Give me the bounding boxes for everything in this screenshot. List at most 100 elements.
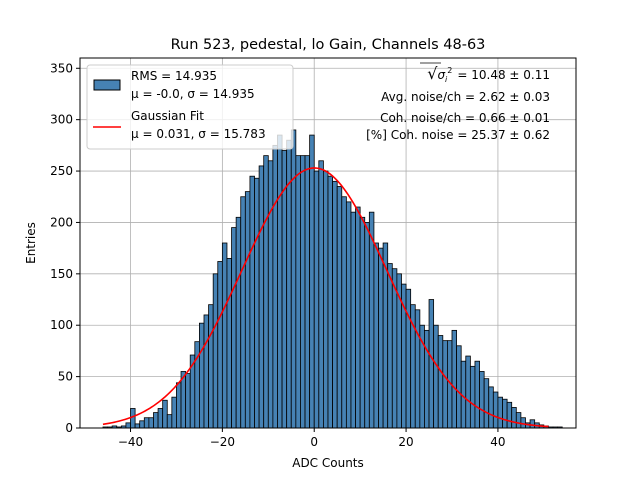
histogram-bar — [359, 216, 366, 429]
histogram-bar — [414, 309, 421, 429]
histogram-bar — [217, 261, 223, 429]
histogram-bar — [258, 165, 265, 429]
histogram-bar — [249, 175, 255, 429]
histogram-bar — [300, 155, 306, 429]
histogram-bar — [497, 396, 503, 429]
legend-bar-swatch — [93, 79, 121, 91]
x-axis-label: ADC Counts — [292, 456, 364, 470]
y-tick-label: 0 — [65, 421, 73, 435]
histogram-bar — [336, 186, 343, 429]
histogram-bar — [277, 134, 283, 429]
histogram-bar — [226, 258, 232, 429]
y-tick-label: 50 — [58, 370, 73, 384]
legend: RMS = 14.935 μ = -0.0, σ = 14.935 Gaussi… — [86, 64, 294, 150]
histogram-bar — [208, 304, 214, 429]
histogram-bar — [304, 155, 311, 429]
histogram-bar — [437, 335, 444, 429]
histogram-bar — [125, 422, 131, 429]
legend-histogram-stats: μ = -0.0, σ = 14.935 — [131, 87, 255, 101]
y-tick-label: 350 — [50, 61, 73, 75]
histogram-bar — [309, 134, 315, 429]
histogram-bar — [221, 242, 228, 429]
histogram-bar — [272, 144, 278, 429]
y-axis-ticks: 0 50 100 150 200 250 300 350 — [50, 61, 80, 435]
y-tick-label: 250 — [50, 164, 73, 178]
histogram-bar — [474, 360, 480, 429]
x-axis-ticks: −40 −20 0 20 40 — [118, 428, 506, 449]
histogram-bar — [492, 391, 499, 429]
histogram-bar — [451, 329, 457, 429]
histogram-bar — [345, 201, 352, 429]
histogram-bar — [254, 177, 260, 429]
histogram-bar — [327, 175, 333, 429]
histogram-bar — [355, 206, 361, 429]
y-tick-label: 150 — [50, 267, 73, 281]
histogram-bar — [212, 273, 219, 429]
plot-area-frame — [79, 57, 577, 429]
histogram-bar — [456, 345, 462, 429]
histogram-bar — [171, 396, 177, 429]
histogram-bar — [442, 340, 448, 429]
histogram-bar — [364, 222, 370, 429]
legend-fit-params: μ = 0.031, σ = 15.783 — [131, 127, 266, 141]
histogram-bar — [267, 160, 274, 429]
sigma-symbol: σ — [437, 68, 445, 82]
histogram-bar — [378, 247, 384, 429]
histogram-bar — [405, 288, 412, 429]
histogram-bar — [199, 322, 205, 429]
histogram-bar — [332, 180, 338, 429]
superscript-2: 2 — [447, 66, 452, 75]
gaussian-fit-curve — [102, 167, 549, 428]
y-tick-label: 300 — [50, 113, 73, 127]
histogram-bar — [231, 227, 237, 429]
y-axis-label: Entries — [24, 222, 38, 264]
histogram-bar — [483, 378, 490, 429]
histogram-bar — [203, 314, 209, 429]
sigma-value: = 10.48 ± 0.11 — [457, 68, 550, 82]
histogram-bar — [148, 417, 154, 429]
histogram-bar — [143, 417, 150, 429]
histogram-bar — [479, 371, 485, 429]
histogram-bar — [465, 355, 471, 429]
x-tick-label: −20 — [210, 435, 235, 449]
histogram-bar — [502, 398, 508, 429]
histogram-bar — [529, 419, 536, 429]
annotation-coh-noise-percent: [%] Coh. noise = 25.37 ± 0.62 — [366, 128, 550, 142]
chart-title: Run 523, pedestal, lo Gain, Channels 48-… — [171, 37, 486, 53]
histogram-bar — [387, 263, 393, 429]
y-tick-label: 200 — [50, 215, 73, 229]
histogram-bar — [469, 365, 476, 429]
x-tick-label: 40 — [490, 435, 505, 449]
histogram-bar — [368, 211, 375, 429]
noise-annotations: √σi2 = 10.48 ± 0.11 Avg. noise/ch = 2.62 … — [366, 62, 550, 142]
histogram-bar — [130, 408, 136, 429]
histogram-bar — [295, 155, 301, 429]
histogram-bar — [318, 160, 324, 429]
annotation-coh-noise: Coh. noise/ch = 0.66 ± 0.01 — [380, 111, 550, 125]
histogram-bar — [391, 268, 398, 429]
histogram-bar — [313, 170, 320, 429]
sqrt-sign: √ — [427, 64, 438, 83]
x-tick-label: −40 — [118, 435, 143, 449]
annotation-sigma-i-squared: √σi2 = 10.48 ± 0.11 — [427, 64, 550, 84]
histogram-bar — [350, 211, 356, 429]
histogram-bar — [244, 191, 251, 429]
histogram-bar — [153, 412, 159, 429]
histogram-bar — [176, 382, 182, 429]
histogram-bar — [323, 170, 329, 429]
legend-frame — [86, 64, 294, 150]
histogram-bar — [139, 420, 145, 429]
histogram-bar — [162, 399, 168, 429]
histogram-bar — [428, 299, 435, 429]
histogram-bar — [511, 407, 517, 429]
legend-fit-label: Gaussian Fit — [131, 109, 204, 123]
histogram-bar — [341, 196, 347, 429]
histogram-bar — [515, 412, 522, 429]
annotation-avg-noise: Avg. noise/ch = 2.62 ± 0.03 — [381, 90, 550, 104]
y-tick-label: 100 — [50, 318, 73, 332]
histogram-bar — [290, 129, 297, 429]
x-tick-label: 0 — [310, 435, 318, 449]
histogram-bar — [506, 401, 513, 429]
x-tick-label: 20 — [398, 435, 413, 449]
